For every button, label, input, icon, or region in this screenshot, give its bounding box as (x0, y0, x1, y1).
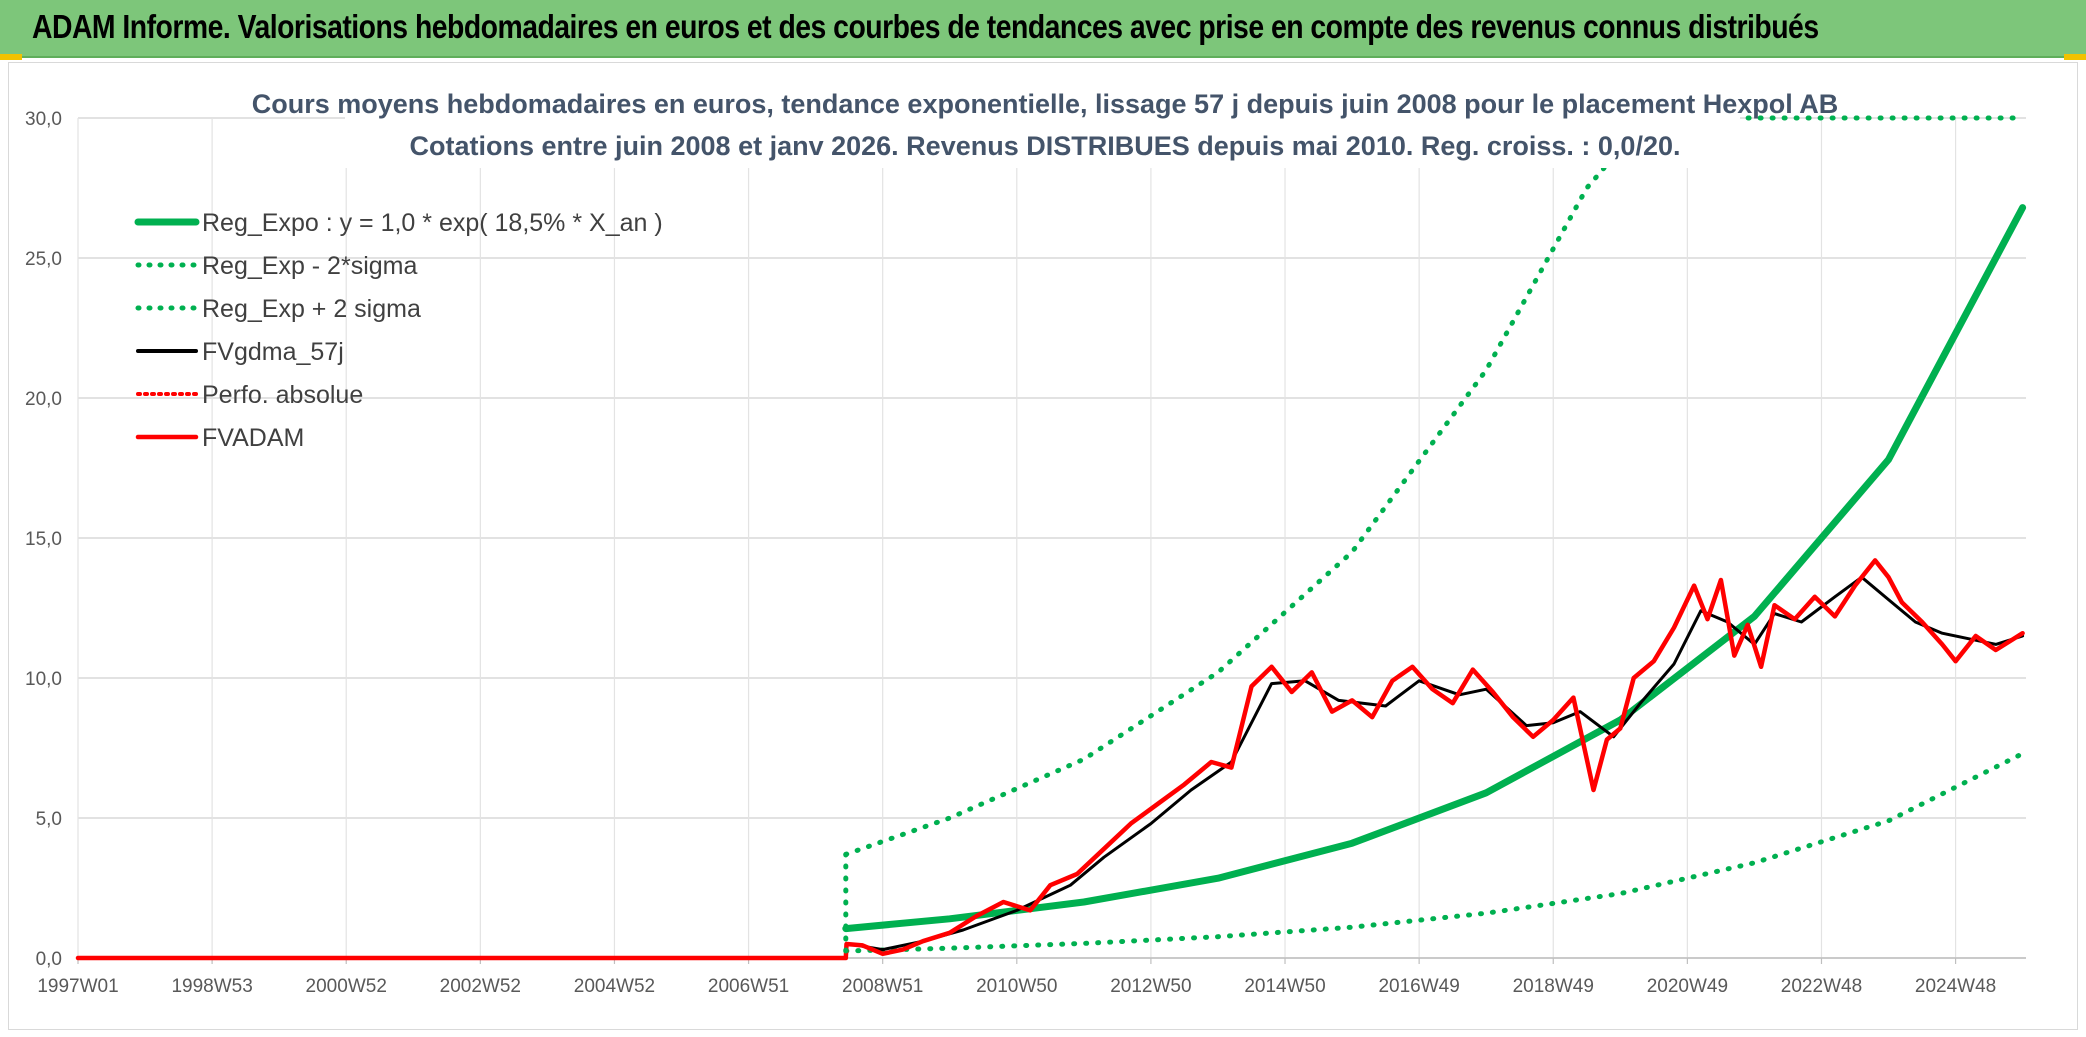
chart-titles: Cours moyens hebdomadaires en euros, ten… (252, 84, 1838, 168)
axes: 0,0 5,0 10,0 15,0 20,0 25,0 30,0 1997W01 1998W53… (25, 109, 2026, 997)
x-tick-label: 2004W52 (574, 976, 655, 997)
x-tick-label: 2018W49 (1513, 976, 1594, 997)
y-tick-label: 5,0 (36, 809, 62, 830)
x-tick-label: 2010W50 (976, 976, 1057, 997)
x-tick-label: 2014W50 (1244, 976, 1325, 997)
x-tick-label: 2006W51 (708, 976, 789, 997)
legend-label-fvgdma: FVgdma_57j (202, 338, 344, 366)
corner-accent-left (0, 54, 22, 60)
legend-label-reg_minus: Reg_Exp - 2*sigma (202, 252, 417, 280)
y-tick-label: 25,0 (25, 249, 62, 270)
x-tick-label: 2002W52 (440, 976, 521, 997)
title-backdrop (345, 84, 1740, 168)
y-tick-label: 30,0 (25, 109, 62, 130)
legend-label-reg_expo: Reg_Expo : y = 1,0 * exp( 18,5% * X_an ) (202, 209, 663, 237)
x-tick-label: 2024W48 (1915, 976, 1996, 997)
corner-accent-right (2064, 54, 2086, 60)
x-tick-label: 2008W51 (842, 976, 923, 997)
x-tick-label: 2012W50 (1110, 976, 1191, 997)
y-tick-label: 20,0 (25, 389, 62, 410)
legend-label-perfo: Perfo. absolue (202, 381, 363, 409)
report-banner: ADAM Informe. Valorisations hebdomadaire… (0, 0, 2086, 58)
x-tick-label: 2000W52 (306, 976, 387, 997)
y-tick-label: 15,0 (25, 529, 62, 550)
x-tick-label: 2022W48 (1781, 976, 1862, 997)
series-fvgdma (847, 575, 2025, 952)
series-reg_minus (843, 751, 2026, 954)
series-fvadam (75, 558, 2025, 961)
chart-frame (8, 62, 2078, 1030)
grid (77, 117, 2026, 959)
series-reg_expo (842, 204, 2027, 933)
x-tick-label: 1998W53 (171, 976, 252, 997)
chart-title-line1: Cours moyens hebdomadaires en euros, ten… (252, 89, 1838, 119)
y-tick-label: 10,0 (25, 669, 62, 690)
y-tick-label: 0,0 (36, 949, 62, 970)
chart-title-line2: Cotations entre juin 2008 et janv 2026. … (410, 131, 1681, 161)
legend-label-reg_plus: Reg_Exp + 2 sigma (202, 295, 421, 323)
x-tick-label: 2016W49 (1378, 976, 1459, 997)
legend-label-fvadam: FVADAM (202, 424, 304, 452)
legend: Reg_Expo : y = 1,0 * exp( 18,5% * X_an )… (134, 209, 663, 452)
series-reg_plus (843, 115, 2026, 857)
report-title: ADAM Informe. Valorisations hebdomadaire… (32, 8, 1819, 45)
x-tick-label: 1997W01 (37, 976, 118, 997)
x-tick-label: 2020W49 (1647, 976, 1728, 997)
